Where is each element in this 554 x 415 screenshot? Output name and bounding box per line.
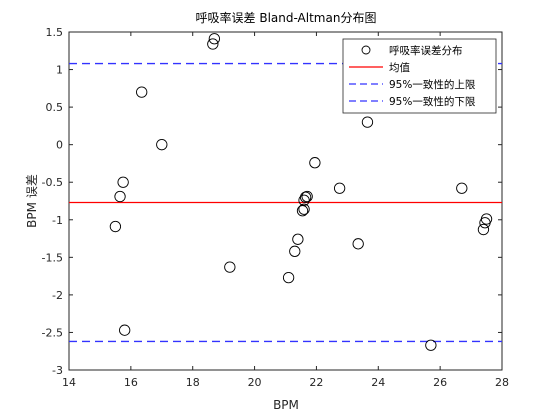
data-point	[301, 190, 313, 203]
y-tick-label: -3	[52, 364, 63, 377]
y-tick-label: 1.5	[46, 26, 64, 39]
x-tick-label: 24	[371, 376, 385, 389]
x-tick-label: 26	[433, 376, 447, 389]
legend-swatch-marker	[361, 45, 371, 55]
data-point	[425, 339, 437, 351]
data-point	[109, 220, 122, 233]
legend-box	[342, 38, 497, 114]
y-tick-label: -1	[52, 214, 63, 227]
data-point	[289, 245, 301, 257]
data-point	[292, 233, 304, 245]
legend-entry-label: 呼吸率误差分布	[389, 44, 463, 57]
data-point	[456, 182, 468, 194]
x-tick-label: 16	[124, 376, 138, 389]
data-point	[298, 194, 310, 206]
data-point	[156, 139, 168, 151]
data-point	[207, 38, 219, 50]
data-point	[282, 271, 295, 284]
x-tick-label: 22	[309, 376, 323, 389]
data-point	[119, 324, 131, 336]
data-point	[477, 223, 490, 236]
legend-entry-label: 95%一致性的上限	[389, 78, 476, 91]
data-point	[136, 86, 148, 98]
legend-entry-label: 均值	[389, 61, 410, 74]
x-tick-label: 18	[186, 376, 200, 389]
y-tick-label: -2.5	[42, 326, 63, 339]
data-point	[480, 213, 493, 225]
data-point	[224, 261, 236, 273]
chart-title: 呼吸率误差 Bland-Altman分布图	[196, 10, 377, 25]
data-point	[298, 203, 310, 215]
data-point	[361, 116, 374, 128]
data-point	[333, 182, 346, 194]
y-tick-label: -2	[52, 289, 63, 302]
y-tick-label: 0.5	[46, 101, 64, 114]
x-axis-label: BPM	[273, 398, 299, 412]
y-tick-label: -1.5	[42, 251, 63, 264]
y-tick-label: 0	[56, 139, 63, 152]
x-tick-label: 14	[62, 376, 76, 389]
x-tick-label: 28	[495, 376, 509, 389]
data-point	[299, 191, 312, 203]
legend-entry-label: 95%一致性的下限	[389, 95, 476, 108]
data-point	[208, 33, 221, 45]
data-point	[114, 190, 126, 203]
y-tick-label: 1	[56, 64, 63, 77]
x-tick-label: 20	[248, 376, 262, 389]
y-tick-label: -0.5	[42, 176, 63, 189]
data-point	[117, 176, 129, 188]
data-point	[309, 157, 321, 169]
data-point	[352, 238, 364, 250]
y-axis-label: BPM 误差	[25, 174, 39, 228]
